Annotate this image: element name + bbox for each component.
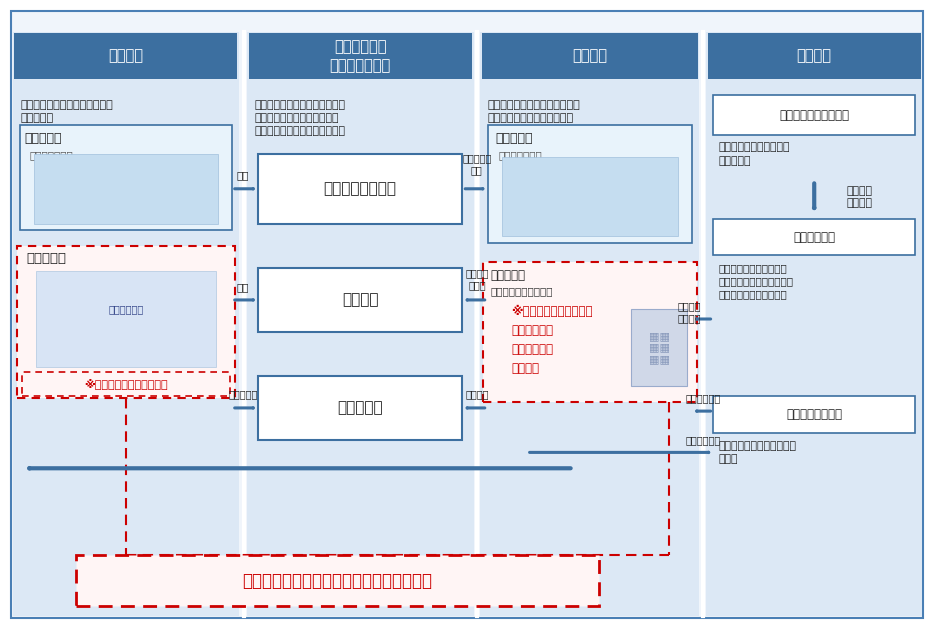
Text: 事前投票
結果提供: 事前投票 結果提供 (678, 302, 701, 323)
Text: 質問回答: 質問回答 (342, 292, 378, 308)
Bar (12, 32, 240, 616)
Bar (20, 125, 232, 230)
Bar (258, 376, 462, 440)
Bar (708, 33, 921, 79)
Text: 主催企業: 主催企業 (572, 48, 607, 64)
Text: 自社オフィスにて、複数の会議
室を活用し株主総会を開催。: 自社オフィスにて、複数の会議 室を活用し株主総会を開催。 (488, 100, 580, 123)
Text: オンライン: オンライン (24, 131, 62, 145)
Text: 投票結果確認: 投票結果確認 (685, 393, 721, 403)
Text: インターネット: インターネット (29, 151, 73, 161)
Bar (482, 33, 697, 79)
Bar (22, 372, 230, 396)
Text: 物理的会場: 物理的会場 (26, 252, 66, 265)
Text: 議決権行使: 議決権行使 (228, 389, 257, 399)
Text: 議決権行使: 議決権行使 (337, 401, 383, 415)
Text: 連携業者: 連携業者 (797, 48, 832, 64)
Text: 株式認証システム会社で
収集した投票結果を合わせ
て、クライアントへ提供: 株式認証システム会社で 収集した投票結果を合わせ て、クライアントへ提供 (718, 263, 793, 299)
Bar (76, 555, 599, 606)
Text: 物理的会場: 物理的会場 (490, 269, 525, 283)
Bar (249, 33, 472, 79)
Text: 議案登録: 議案登録 (465, 389, 489, 399)
Text: 株主認証システム会社: 株主認証システム会社 (780, 108, 849, 122)
Text: 招集通知送付: 招集通知送付 (685, 434, 721, 445)
Bar (247, 32, 474, 616)
Text: 株主さま総会配信: 株主さま総会配信 (324, 181, 397, 197)
Bar (713, 96, 915, 135)
Bar (706, 32, 923, 616)
Bar (631, 309, 687, 386)
Text: （自社オフィス想定）: （自社オフィス想定） (490, 286, 553, 296)
Text: オンライン: オンライン (495, 131, 533, 145)
Bar (483, 262, 696, 401)
Bar (713, 219, 915, 255)
Text: 証券代行業者: 証券代行業者 (793, 230, 835, 244)
Text: 物理的、オンラインのいずれか
から参加。: 物理的、オンラインのいずれか から参加。 (20, 100, 113, 122)
Bar (36, 271, 216, 367)
Text: 質問: 質問 (237, 283, 249, 292)
Bar (488, 125, 692, 243)
Bar (502, 157, 678, 237)
Text: 招集通知配送業者: 招集通知配送業者 (786, 408, 842, 422)
Text: 株主さま: 株主さま (109, 48, 143, 64)
Text: 定時株主総会: 定時株主総会 (109, 304, 143, 315)
Bar (258, 268, 462, 332)
Text: オンライン
配信: オンライン 配信 (462, 154, 491, 175)
Text: 事前投票
結果共有: 事前投票 結果共有 (847, 186, 873, 208)
Bar (258, 154, 462, 224)
Text: 閲覧: 閲覧 (237, 170, 249, 181)
Bar (480, 32, 699, 616)
Bar (713, 396, 915, 433)
Bar (34, 154, 218, 224)
Text: 質問確認
・回答: 質問確認 ・回答 (465, 268, 489, 290)
Text: ※物理的に集まる場所は
　および配信
　を行う場所
　が必要: ※物理的に集まる場所は および配信 を行う場所 が必要 (511, 305, 592, 375)
Text: ※リアル会場が不要になる: ※リアル会場が不要になる (84, 378, 168, 389)
Text: 配信会社及び
電子議決権行使: 配信会社及び 電子議決権行使 (329, 39, 391, 73)
Bar (14, 33, 238, 79)
Text: インターネット: インターネット (499, 151, 543, 161)
Text: 「株主さま向け動画配信・質問
受付・議決権行使の受付及び
修正が可能なプラットフォーム: 「株主さま向け動画配信・質問 受付・議決権行使の受付及び 修正が可能なプラットフ… (255, 100, 345, 137)
Text: ▦▦
▦▦
▦▦: ▦▦ ▦▦ ▦▦ (649, 331, 670, 364)
Bar (17, 246, 235, 398)
Text: 招集通知を印刷し、株主様
に送付: 招集通知を印刷し、株主様 に送付 (718, 441, 797, 464)
Text: バーチャルオンリー型は、ここがなくなる: バーチャルオンリー型は、ここがなくなる (242, 572, 432, 590)
Text: 事前投票結果を証券代行
業者に共有: 事前投票結果を証券代行 業者に共有 (718, 142, 790, 166)
